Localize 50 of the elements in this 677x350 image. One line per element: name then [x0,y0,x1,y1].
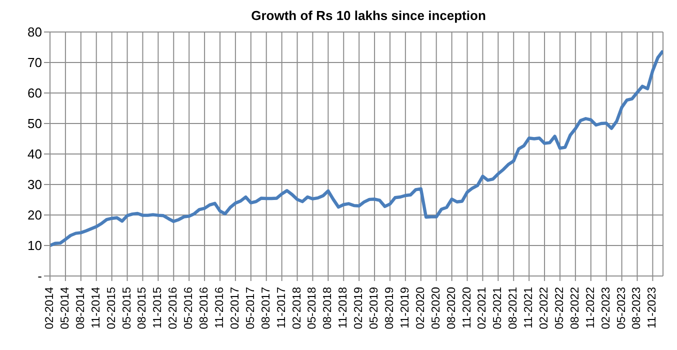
x-tick-label: 05-2015 [121,287,134,330]
x-tick-label: 02-2018 [291,287,304,330]
x-tick-label: 11-2022 [584,287,597,328]
y-tick-label: 40 [28,146,42,162]
x-tick-label: 08-2019 [384,287,396,330]
x-tick-label: 08-2023 [631,287,644,330]
x-tick-label: 05-2016 [183,287,196,330]
x-tick-label: 02-2020 [414,287,427,330]
x-tick-label: 05-2014 [59,286,72,330]
y-tick-label: 60 [28,86,42,101]
x-tick-label: 11-2021 [523,287,536,328]
x-tick-label: 08-2021 [508,287,520,330]
x-tick-label: 11-2016 [214,287,226,328]
y-tick-label: 20 [28,208,42,223]
x-tick-label: 02-2014 [44,286,56,330]
x-tick-label: 02-2022 [538,287,551,330]
x-tick-label: 11-2017 [276,287,288,328]
x-tick-label: 05-2021 [492,287,504,330]
x-tick-label: 02-2021 [476,287,489,330]
x-tick-label: 02-2015 [106,287,118,330]
x-tick-label: 11-2014 [90,286,102,328]
y-tick-label: 80 [28,24,42,40]
chart-title: Growth of Rs 10 lakhs since inception [250,8,487,25]
x-tick-label: 08-2022 [569,287,582,330]
x-tick-label: 05-2023 [616,287,628,330]
x-tick-label: 02-2017 [229,287,242,330]
y-tick-label: 30 [28,177,42,192]
x-tick-label: 08-2018 [322,287,334,330]
y-tick-label: 70 [28,55,42,70]
y-tick-label: - [38,268,42,284]
x-tick-label: 08-2016 [198,287,211,330]
x-tick-label: 08-2015 [136,287,149,330]
x-tick-label: 11-2020 [461,287,474,328]
x-tick-label: 05-2022 [554,287,566,330]
x-tick-label: 05-2017 [244,287,257,330]
x-tick-label: 11-2018 [338,287,350,328]
y-tick-label: 10 [28,238,42,254]
x-tick-label: 05-2019 [368,287,381,330]
y-tick-label: 50 [28,116,42,132]
x-tick-label: 02-2016 [168,287,180,330]
x-tick-label: 11-2019 [399,287,412,328]
x-tick-label: 11-2023 [646,287,659,328]
x-tick-label: 08-2014 [74,286,87,330]
x-tick-label: 08-2017 [260,287,272,330]
x-tick-label: 05-2018 [306,287,319,330]
x-tick-label: 02-2023 [600,287,612,330]
x-tick-label: 11-2015 [152,287,164,328]
x-tick-label: 02-2019 [353,287,366,330]
x-tick-label: 08-2020 [446,287,458,330]
x-tick-label: 05-2020 [430,287,442,330]
